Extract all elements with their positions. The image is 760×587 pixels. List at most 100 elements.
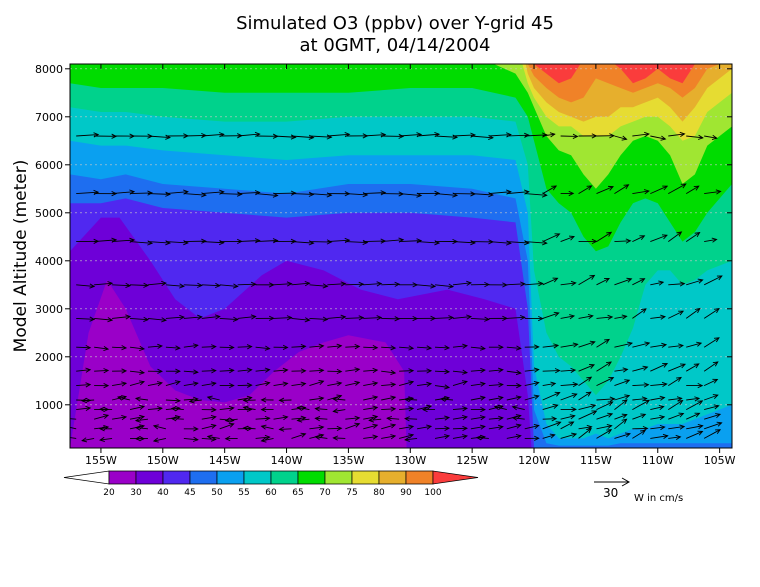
colorbar-swatch [63,470,110,485]
wind-arrow [614,399,628,410]
wind-arrow [309,343,325,349]
colorbar-label: 60 [265,488,277,498]
wind-arrow [632,278,646,286]
colorbar-swatch [243,470,272,485]
y-tick-label: 5000 [35,207,63,220]
wind-arrow [291,191,315,197]
wind-arrow [650,135,667,141]
wind-vector-field [70,131,723,443]
wind-arrow [470,316,490,322]
wind-arrow [188,398,202,404]
wind-arrow [363,381,379,387]
wind-arrow [237,395,253,401]
wind-arrow [399,424,415,430]
wind-arrow [650,280,665,286]
wind-arrow [345,380,361,387]
wind-arrow [399,238,423,244]
wind-arrow [632,235,646,243]
colorbar-swatch [432,470,479,485]
wind-arrow [314,416,328,422]
wind-arrow [242,425,256,431]
y-tick-label: 8000 [35,63,63,76]
wind-arrow [434,384,451,390]
wind-arrow [614,238,632,244]
wind-arrow [632,413,647,420]
wind-arrow [434,415,451,421]
colorbar-swatch [378,470,407,485]
wind-arrow [273,415,289,421]
wind-arrow [129,345,146,351]
wind-arrow [278,426,292,432]
wind-arrow [668,424,686,430]
wind-arrow [524,192,548,198]
wind-arrow [578,424,593,431]
wind-arrow [111,381,128,387]
wind-arrow [332,435,346,441]
wind-arrow [632,429,647,439]
wind-arrow [439,396,454,402]
wind-arrow [206,434,220,440]
wind-arrow [129,282,150,288]
wind-arrow [183,314,203,320]
wind-arrow [614,184,630,194]
wind-arrow [76,405,92,412]
wind-arrow [76,316,96,322]
wind-arrow [650,405,665,411]
wind-arrow [596,361,612,372]
wind-arrow [255,415,271,422]
wind-arrow [452,314,472,320]
colorbar-swatch [135,470,164,485]
wind-arrow [219,316,239,322]
wind-arrow [152,437,166,443]
wind-arrow [368,417,382,423]
wind-arrow [417,368,433,374]
wind-arrow [363,281,383,287]
wind-arrow [327,314,347,320]
wind-arrow [524,281,544,287]
wind-arrow [632,341,651,348]
wind-arrow [435,369,451,375]
wind-arrow [560,133,579,139]
wind-arrow [314,434,328,440]
wind-arrow [237,367,253,373]
colorbar-label: 70 [319,488,331,498]
wind-arrow [381,345,397,351]
wind-arrow [165,283,185,289]
wind-arrow [291,317,311,323]
wind-arrow [417,381,433,387]
x-tick-label: 120W [518,454,550,467]
wind-arrow [524,380,540,387]
colorbar-label: 40 [157,488,169,498]
wind-arrow [596,338,610,348]
wind-arrow [560,190,575,197]
wind-arrow [381,281,401,287]
wind-arrow [650,362,669,372]
wind-arrow [524,394,540,401]
wind-arrow [435,345,451,351]
wind-arrow [650,314,667,320]
wind-arrow [578,391,592,401]
wind-arrow [363,405,379,411]
wind-arrow [596,133,615,139]
colorbar-swatch [270,470,299,485]
wind-arrow [255,238,279,244]
wind-arrow [542,368,561,374]
wind-arrow [452,406,469,412]
wind-arrow [112,282,132,289]
wind-arrow [273,281,293,287]
wind-arrow [363,414,379,420]
y-tick-label: 7000 [35,111,63,124]
colorbar-swatch [108,470,137,485]
wind-arrow [434,434,451,440]
wind-arrow [542,421,562,430]
wind-arrow [578,340,596,348]
wind-arrow [129,414,146,420]
wind-arrow [542,132,556,138]
y-tick-label: 1000 [35,399,63,412]
y-axis-label: Model Altitude (meter) [11,160,31,353]
wind-arrow [147,343,163,349]
wind-arrow [560,414,576,420]
wind-arrow [506,132,530,138]
wind-arrow [165,345,181,351]
wind-arrow [452,380,468,387]
